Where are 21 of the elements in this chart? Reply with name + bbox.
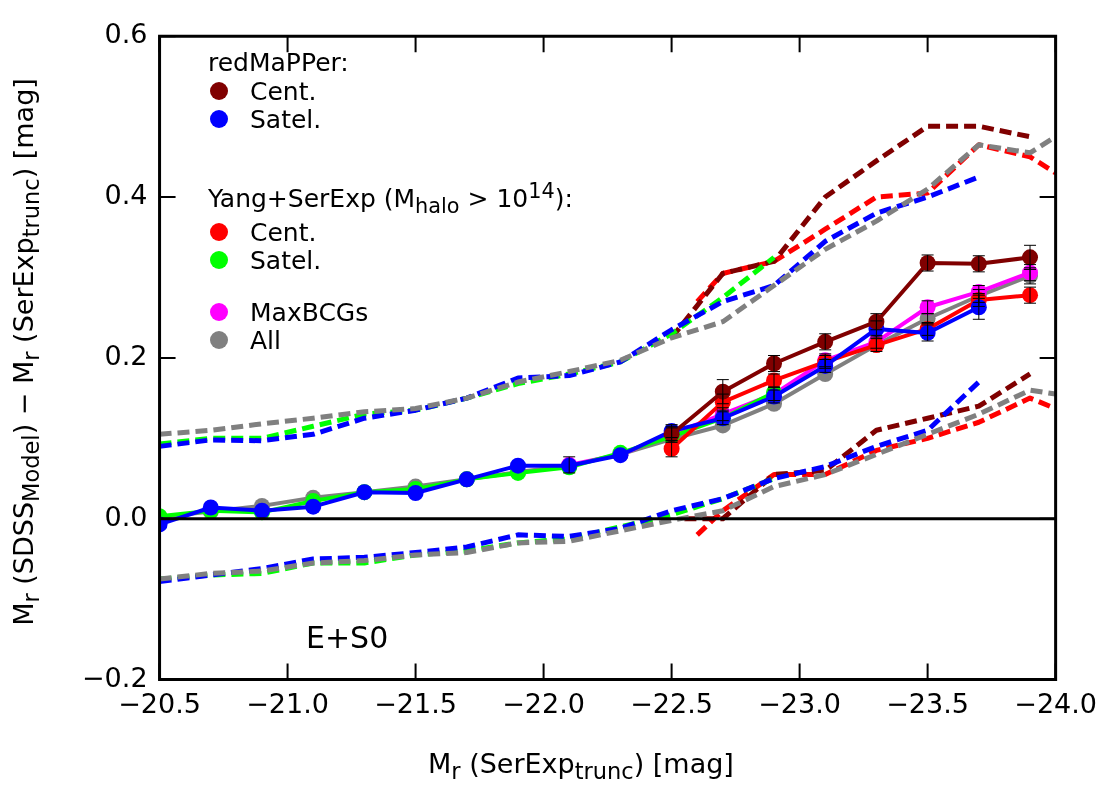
- x-tick-label: −21.0: [246, 687, 329, 719]
- legend-label: Satel.: [250, 104, 322, 134]
- legend-label: All: [250, 325, 281, 355]
- x-tick-label: −23.5: [886, 687, 969, 719]
- legend-label: Cent.: [250, 76, 317, 106]
- x-tick-label: −22.0: [502, 687, 585, 719]
- legend-label: MaxBCGs: [250, 297, 369, 327]
- legend-label: Cent.: [250, 217, 317, 247]
- legend-label: Satel.: [250, 245, 322, 275]
- x-tick-label: −22.5: [630, 687, 713, 719]
- y-tick-label: 0.4: [104, 179, 148, 211]
- y-tick-label: 0.2: [104, 339, 148, 371]
- y-tick-label: 0.0: [104, 500, 148, 532]
- x-tick-label: −24.0: [1014, 687, 1097, 719]
- x-axis-title: M$_{r}$ (SerExp$_{trunc}$) [mag]: [428, 748, 734, 785]
- annotation: E+S0: [306, 620, 389, 655]
- y-tick-label: 0.6: [104, 18, 148, 50]
- annotation: redMaPPer:: [208, 48, 350, 77]
- x-tick-label: −23.0: [758, 687, 841, 719]
- x-tick-label: −21.5: [374, 687, 457, 719]
- annotation: Yang+SerExp (M$_{halo}$ > 10$^{14}$):: [208, 179, 573, 219]
